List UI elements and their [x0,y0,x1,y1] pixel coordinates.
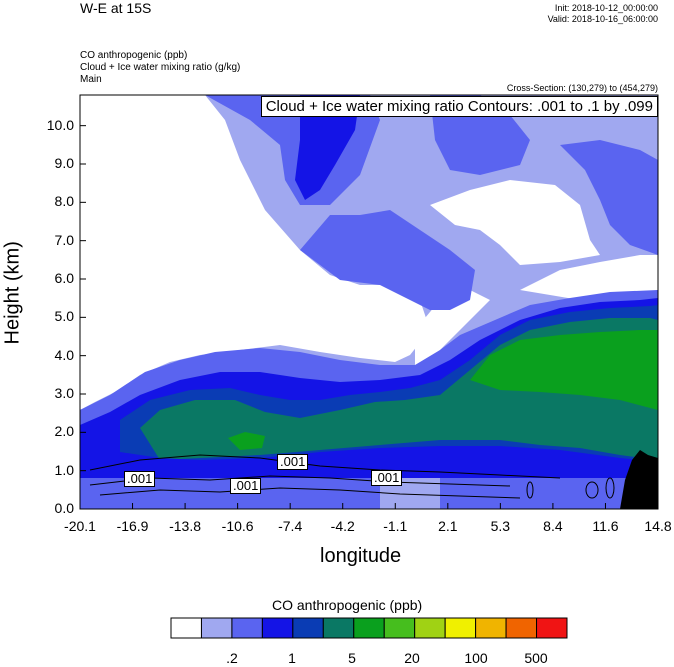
contour-label-4: .001 [230,478,262,494]
cross-section-label: Cross-Section: (130,279) to (454,279) [506,83,658,93]
contour-label-3: .001 [124,471,156,487]
colorbar-swatch [505,617,538,639]
colorbar-swatch [414,617,446,639]
x-tick-label: -16.9 [116,518,149,534]
y-tick-label: 9.0 [54,155,74,171]
colorbar-swatch [353,617,385,639]
cloud-water-contours [89,454,615,499]
x-tick-label: 11.6 [592,518,619,534]
valid-time: Valid: 2018-10-16_06:00:00 [547,14,658,24]
colorbar-swatch [170,617,202,639]
chart-title: W-E at 15S [80,0,152,16]
x-tick-label: 8.4 [543,518,563,534]
co-concentration-field [80,95,658,509]
x-axis-label: longitude [320,545,402,567]
colorbar-swatch [231,617,263,639]
colorbar-swatch [292,617,324,639]
x-tick-label: 5.3 [490,518,511,534]
colorbar-tick-label: 500 [524,650,548,666]
colorbar-swatch [475,617,507,639]
colorbar-tick-label: .2 [226,650,238,666]
colorbar-swatch [444,617,477,639]
y-tick-label: 8.0 [54,193,74,210]
y-tick-label: 1.0 [54,461,74,478]
y-axis-label: Height (km) [1,241,24,345]
colorbar-swatch [536,617,568,639]
y-tick-label: 3.0 [54,385,74,401]
y-tick-label: 6.0 [54,270,74,286]
colorbar-swatch [322,617,355,639]
colorbar-tick-label: 100 [464,650,488,666]
x-tick-label: 14.8 [644,518,672,534]
x-tick-label: 2.1 [438,518,458,534]
colorbar-swatch [200,617,233,639]
contour-annotation: Cloud + Ice water mixing ratio Contours:… [260,96,658,117]
x-tick-label: -7.4 [278,518,303,534]
y-tick-label: 7.0 [54,231,74,248]
field-main-label: Main [80,74,102,85]
colorbar-tick-label: 1 [288,650,296,666]
init-time: Init: 2018-10-12_00:00:00 [554,3,658,13]
x-tick-label: -10.6 [221,518,254,534]
plot-frame [79,94,659,510]
x-tick-label: -4.2 [330,518,355,534]
colorbar [170,617,568,639]
colorbar-title: CO anthropogenic (ppb) [272,597,423,613]
colorbar-tick-label: 20 [404,650,420,666]
x-tick-label: -13.8 [169,518,202,534]
y-tick-label: 4.0 [54,346,74,363]
field-cloud-label: Cloud + Ice water mixing ratio (g/kg) [80,62,241,73]
x-tick-label: -20.1 [64,518,96,534]
field-co-label: CO anthropogenic (ppb) [80,50,188,61]
contour-label-1: .001 [277,454,309,470]
y-tick-label: 10.0 [46,116,74,133]
colorbar-tick-label: 5 [348,650,356,666]
y-tick-label: 2.0 [54,423,74,440]
colorbar-swatch [383,617,416,639]
contour-label-2: .001 [371,470,403,486]
x-tick-label: -1.1 [383,518,408,534]
colorbar-swatch [261,617,294,639]
y-tick-label: 5.0 [54,308,74,325]
y-tick-label: 0.0 [54,500,74,516]
